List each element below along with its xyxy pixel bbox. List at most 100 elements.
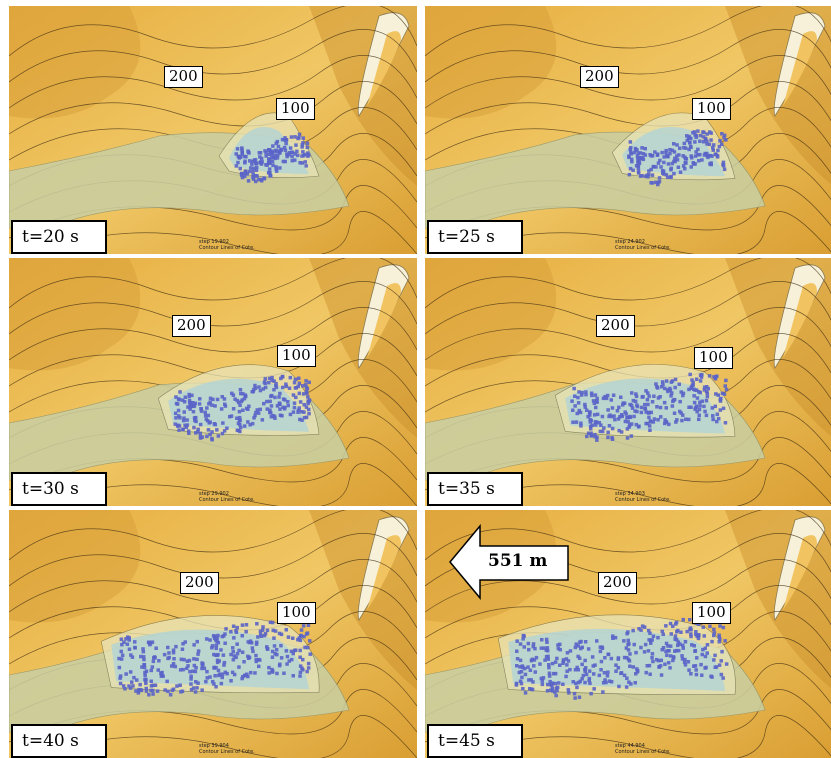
debris-particle — [182, 410, 186, 414]
debris-particle — [283, 405, 287, 410]
debris-particle — [261, 625, 265, 629]
debris-particle — [265, 628, 270, 633]
debris-particle — [713, 376, 718, 380]
debris-particle — [717, 144, 722, 149]
debris-particle — [186, 429, 191, 433]
contour-note: Contour Lines of Cote. — [199, 749, 255, 755]
debris-particle — [254, 179, 258, 184]
debris-particle — [240, 650, 245, 654]
debris-particle — [522, 634, 526, 638]
debris-particle — [137, 687, 141, 692]
debris-particle — [639, 405, 644, 410]
debris-particle — [273, 156, 277, 161]
debris-particle — [711, 148, 715, 152]
debris-particle — [267, 171, 272, 175]
debris-particle — [304, 385, 309, 390]
debris-particle — [531, 680, 535, 684]
step-value: step 29.902 — [199, 491, 229, 497]
debris-particle — [609, 656, 614, 661]
debris-particle — [231, 407, 236, 411]
debris-particle — [714, 392, 718, 396]
debris-particle — [306, 154, 310, 158]
debris-particle — [533, 646, 537, 651]
runout-distance-label: 551 m — [488, 551, 548, 571]
debris-particle — [693, 664, 698, 668]
debris-particle — [200, 666, 204, 671]
debris-particle — [232, 636, 236, 640]
debris-particle — [717, 635, 721, 639]
debris-particle — [192, 643, 196, 647]
debris-particle — [640, 174, 644, 178]
debris-particle — [198, 422, 203, 427]
debris-particle — [139, 688, 144, 693]
debris-particle — [133, 640, 137, 644]
debris-particle — [651, 420, 656, 424]
contour-note: Contour Lines of Cote. — [615, 749, 671, 755]
debris-particle — [130, 655, 135, 659]
debris-particle — [636, 161, 640, 165]
debris-particle — [540, 679, 544, 683]
debris-particle — [662, 160, 666, 165]
step-value: step 24.902 — [615, 239, 645, 245]
debris-particle — [637, 627, 641, 631]
debris-particle — [287, 386, 292, 390]
debris-particle — [188, 407, 192, 411]
debris-particle — [578, 640, 582, 644]
terrain-rendering — [9, 6, 417, 254]
contour-label-200: 200 — [596, 315, 635, 337]
debris-particle — [163, 688, 167, 692]
debris-particle — [704, 665, 708, 670]
contour-label-200: 200 — [172, 315, 211, 337]
debris-particle — [125, 642, 130, 646]
debris-particle — [142, 655, 146, 659]
contour-label-100: 100 — [692, 98, 731, 120]
debris-particle — [292, 380, 297, 385]
debris-particle — [655, 657, 659, 662]
debris-particle — [521, 687, 525, 691]
debris-particle — [711, 146, 715, 150]
debris-particle — [518, 642, 523, 646]
debris-particle — [547, 674, 552, 678]
debris-particle — [645, 664, 649, 668]
debris-particle — [223, 402, 227, 406]
debris-particle — [619, 671, 623, 676]
debris-particle — [647, 663, 652, 668]
debris-particle — [142, 663, 146, 667]
debris-particle — [191, 669, 195, 673]
debris-particle — [119, 649, 123, 654]
debris-particle — [624, 412, 628, 416]
debris-particle — [703, 654, 708, 659]
debris-particle — [671, 655, 676, 659]
debris-particle — [523, 666, 527, 671]
debris-particle — [592, 401, 597, 405]
debris-particle — [540, 682, 545, 687]
step-value: step 19.902 — [199, 239, 229, 245]
debris-particle — [297, 381, 302, 386]
time-label: t=25 s — [427, 220, 523, 254]
debris-particle — [206, 428, 211, 432]
debris-particle — [237, 154, 242, 159]
debris-particle — [253, 383, 257, 388]
debris-particle — [285, 654, 290, 659]
debris-particle — [607, 679, 612, 683]
debris-particle — [715, 374, 719, 378]
debris-particle — [661, 382, 665, 387]
debris-particle — [289, 135, 294, 139]
debris-particle — [187, 394, 191, 399]
debris-particle — [160, 673, 164, 678]
debris-particle — [195, 657, 199, 662]
debris-particle — [514, 683, 519, 687]
debris-particle — [299, 628, 304, 632]
debris-particle — [271, 628, 275, 633]
debris-particle — [719, 659, 723, 663]
debris-particle — [258, 632, 263, 637]
debris-particle — [654, 165, 658, 169]
debris-particle — [150, 665, 155, 669]
debris-particle — [225, 671, 229, 676]
debris-particle — [306, 623, 311, 627]
debris-particle — [689, 634, 693, 639]
debris-particle — [238, 166, 242, 171]
debris-particle — [600, 429, 605, 434]
debris-particle — [691, 161, 695, 165]
debris-particle — [279, 147, 284, 152]
